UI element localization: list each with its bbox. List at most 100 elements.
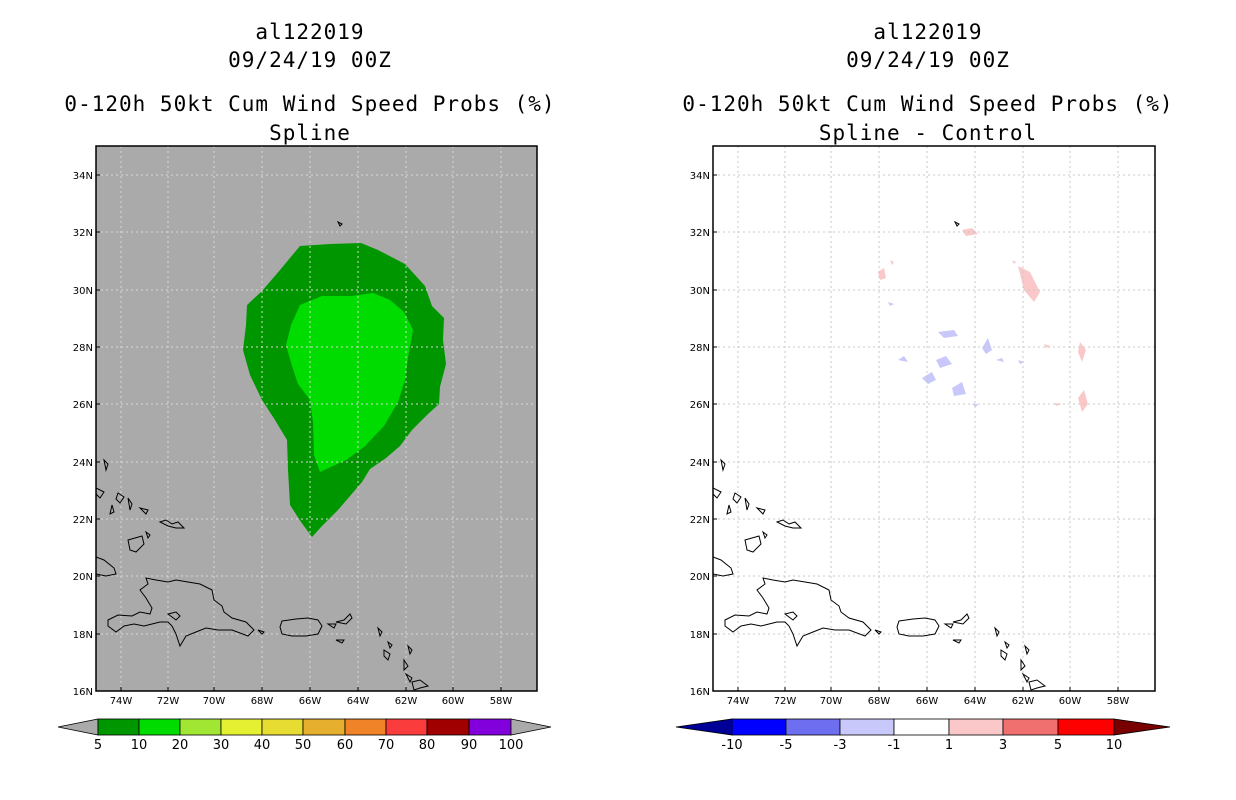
right-lon-label: 68W xyxy=(868,696,891,707)
right-lon-label: 72W xyxy=(774,696,797,707)
left-colorbar-swatch xyxy=(220,718,263,736)
left-colorbar-swatch xyxy=(302,718,346,736)
left-lon-labels: 74W 72W 70W 68W 66W 64W 62W 60W 58W xyxy=(110,696,513,707)
right-colorbar-labels: -10 -5 -3 -1 1 3 5 10 xyxy=(721,738,1122,753)
left-lat-label: 18N xyxy=(73,630,93,641)
right-colorbar-swatch xyxy=(785,718,841,736)
left-lon-label: 58W xyxy=(490,696,513,707)
left-lat-label: 24N xyxy=(73,458,93,469)
right-lat-label: 16N xyxy=(690,687,710,698)
right-colorbar-over xyxy=(1113,718,1171,736)
left-lon-label: 68W xyxy=(251,696,274,707)
left-title: 0-120h 50kt Cum Wind Speed Probs (%) xyxy=(64,92,556,116)
left-colorbar-label: 10 xyxy=(131,738,148,753)
left-colorbar-swatch xyxy=(426,718,470,736)
left-lat-label: 34N xyxy=(73,171,93,182)
left-colorbar-swatch xyxy=(138,718,181,736)
left-lon-label: 62W xyxy=(395,696,418,707)
right-lat-labels: 34N 32N 30N 28N 26N 24N 22N 20N 18N 16N xyxy=(690,171,710,698)
right-lon-label: 66W xyxy=(916,696,939,707)
right-colorbar-label: -5 xyxy=(780,738,793,753)
left-lat-label: 28N xyxy=(73,343,93,354)
right-lat-label: 32N xyxy=(690,228,710,239)
right-colorbar-swatch xyxy=(893,718,950,736)
right-map-panel: 34N 32N 30N 28N 26N 24N 22N 20N 18N 16N … xyxy=(690,145,1156,707)
left-lon-label: 66W xyxy=(299,696,322,707)
right-colorbar-label: 5 xyxy=(1054,738,1062,753)
left-lat-label: 26N xyxy=(73,400,93,411)
left-map-panel: 34N 32N 30N 28N 26N 24N 22N 20N 18N 16N … xyxy=(73,145,538,707)
right-lon-labels: 74W 72W 70W 68W 66W 64W 62W 60W 58W xyxy=(727,696,1130,707)
left-colorbar-label: 30 xyxy=(213,738,230,753)
right-map-background xyxy=(713,146,1155,691)
left-lat-labels: 34N 32N 30N 28N 26N 24N 22N 20N 18N 16N xyxy=(73,171,93,698)
left-lat-label: 22N xyxy=(73,515,93,526)
right-lat-label: 28N xyxy=(690,343,710,354)
right-colorbar xyxy=(675,718,1171,736)
left-colorbar-swatch xyxy=(97,718,140,736)
right-lon-label: 58W xyxy=(1107,696,1130,707)
left-colorbar-over xyxy=(510,718,552,736)
left-colorbar-swatch xyxy=(468,718,512,736)
left-colorbar xyxy=(57,718,552,736)
right-colorbar-label: 3 xyxy=(999,738,1007,753)
left-lon-label: 72W xyxy=(157,696,180,707)
right-colorbar-label: 10 xyxy=(1106,738,1123,753)
left-colorbar-label: 90 xyxy=(461,738,478,753)
right-colorbar-under xyxy=(675,718,733,736)
left-colorbar-label: 80 xyxy=(419,738,436,753)
left-colorbar-label: 100 xyxy=(499,738,524,753)
right-lat-label: 24N xyxy=(690,458,710,469)
left-lon-label: 74W xyxy=(110,696,133,707)
left-colorbar-under xyxy=(57,718,99,736)
left-lon-label: 60W xyxy=(442,696,465,707)
right-colorbar-swatch xyxy=(839,718,895,736)
right-subtitle: Spline - Control xyxy=(818,121,1038,145)
right-title: 0-120h 50kt Cum Wind Speed Probs (%) xyxy=(682,92,1174,116)
right-lon-label: 74W xyxy=(727,696,750,707)
left-lon-label: 70W xyxy=(203,696,226,707)
left-lat-label: 20N xyxy=(73,572,93,583)
left-colorbar-labels: 5 10 20 30 40 50 60 70 80 90 100 xyxy=(94,738,524,753)
right-lat-label: 22N xyxy=(690,515,710,526)
right-lat-label: 30N xyxy=(690,286,710,297)
right-colorbar-label: 1 xyxy=(945,738,953,753)
right-lat-label: 18N xyxy=(690,630,710,641)
left-subtitle: Spline xyxy=(269,121,351,145)
left-colorbar-label: 40 xyxy=(254,738,271,753)
right-lon-label: 60W xyxy=(1059,696,1082,707)
left-colorbar-swatch xyxy=(261,718,304,736)
left-contour-10 xyxy=(286,293,413,472)
left-lat-label: 32N xyxy=(73,228,93,239)
right-colorbar-swatch xyxy=(1002,718,1059,736)
left-colorbar-swatch xyxy=(179,718,222,736)
right-datetime: 09/24/19 00Z xyxy=(846,48,1010,72)
left-lat-label: 16N xyxy=(73,687,93,698)
right-lon-label: 70W xyxy=(820,696,843,707)
left-colorbar-swatch xyxy=(385,718,428,736)
right-colorbar-swatch xyxy=(1057,718,1115,736)
left-storm-id: al122019 xyxy=(255,20,365,44)
right-colorbar-swatch xyxy=(731,718,787,736)
right-map-frame xyxy=(712,145,1156,692)
left-colorbar-label: 50 xyxy=(295,738,312,753)
right-colorbar-label: -3 xyxy=(834,738,847,753)
left-colorbar-swatch xyxy=(344,718,387,736)
left-lon-label: 64W xyxy=(347,696,370,707)
left-colorbar-label: 5 xyxy=(94,738,102,753)
right-lon-label: 64W xyxy=(964,696,987,707)
right-storm-id: al122019 xyxy=(873,20,983,44)
right-lat-label: 26N xyxy=(690,400,710,411)
right-colorbar-swatch xyxy=(948,718,1004,736)
right-lat-label: 20N xyxy=(690,572,710,583)
right-colorbar-label: -10 xyxy=(721,738,742,753)
left-colorbar-label: 70 xyxy=(378,738,395,753)
left-datetime: 09/24/19 00Z xyxy=(228,48,392,72)
left-colorbar-label: 60 xyxy=(337,738,354,753)
left-lat-label: 30N xyxy=(73,286,93,297)
right-lon-label: 62W xyxy=(1012,696,1035,707)
right-lat-label: 34N xyxy=(690,171,710,182)
right-colorbar-label: -1 xyxy=(888,738,901,753)
left-map-frame xyxy=(95,145,538,692)
